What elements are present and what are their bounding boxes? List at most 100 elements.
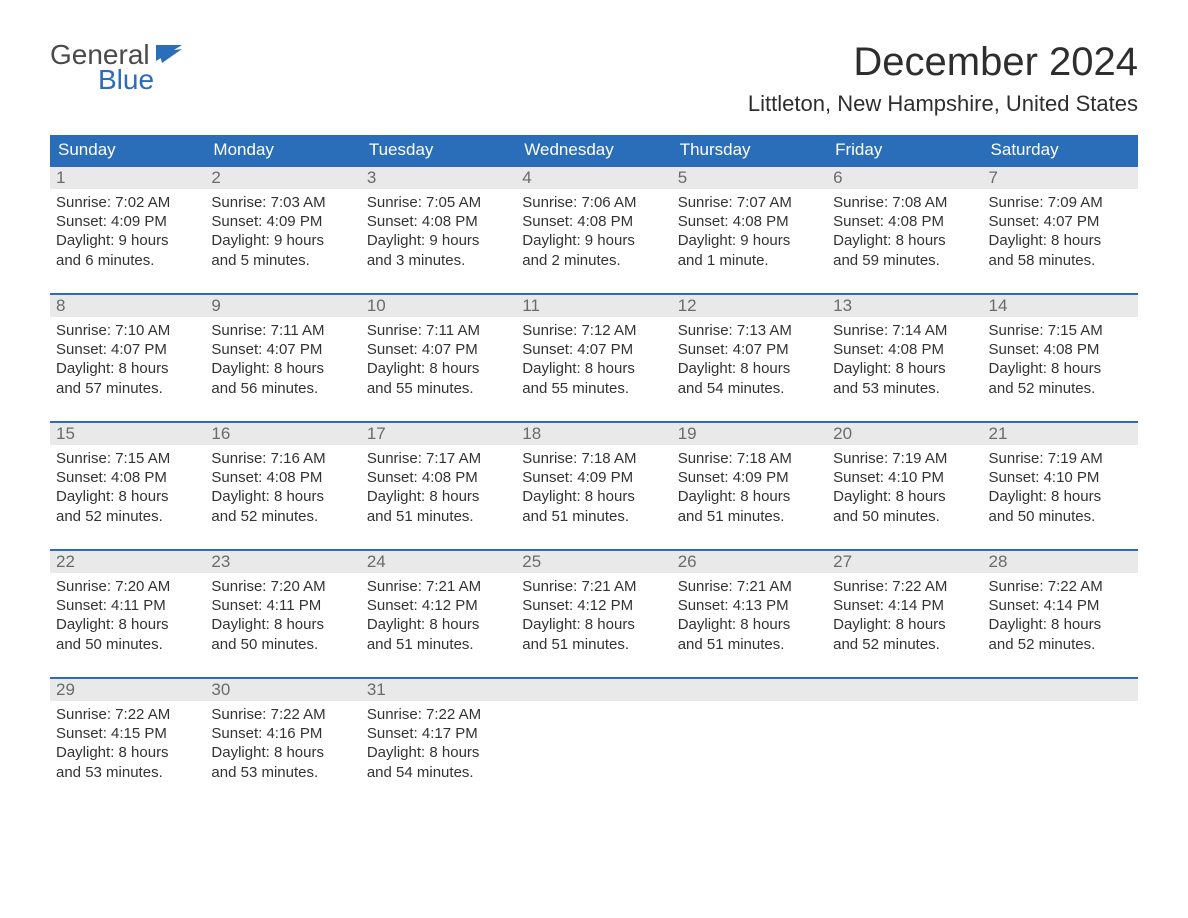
day-details: Sunrise: 7:21 AMSunset: 4:12 PMDaylight:… (361, 573, 516, 658)
day-number: 17 (361, 423, 516, 445)
sunset-text: Sunset: 4:16 PM (211, 724, 354, 743)
location-subtitle: Littleton, New Hampshire, United States (748, 91, 1138, 117)
daylight-line2: and 6 minutes. (56, 251, 199, 270)
day-number: 16 (205, 423, 360, 445)
sunrise-text: Sunrise: 7:06 AM (522, 193, 665, 212)
calendar-day-cell: 8Sunrise: 7:10 AMSunset: 4:07 PMDaylight… (50, 295, 205, 405)
day-number: 26 (672, 551, 827, 573)
daylight-line2: and 50 minutes. (989, 507, 1132, 526)
daylight-line1: Daylight: 8 hours (211, 359, 354, 378)
daylight-line2: and 51 minutes. (367, 507, 510, 526)
day-number: 7 (983, 167, 1138, 189)
daylight-line1: Daylight: 8 hours (989, 231, 1132, 250)
sunset-text: Sunset: 4:09 PM (678, 468, 821, 487)
day-number: 15 (50, 423, 205, 445)
sunrise-text: Sunrise: 7:16 AM (211, 449, 354, 468)
day-details: Sunrise: 7:05 AMSunset: 4:08 PMDaylight:… (361, 189, 516, 274)
daylight-line2: and 54 minutes. (367, 763, 510, 782)
daylight-line2: and 52 minutes. (56, 507, 199, 526)
weeks-container: 1Sunrise: 7:02 AMSunset: 4:09 PMDaylight… (50, 165, 1138, 789)
day-details: Sunrise: 7:09 AMSunset: 4:07 PMDaylight:… (983, 189, 1138, 274)
sunset-text: Sunset: 4:07 PM (989, 212, 1132, 231)
daylight-line2: and 53 minutes. (833, 379, 976, 398)
day-number: 21 (983, 423, 1138, 445)
day-number: 14 (983, 295, 1138, 317)
day-details: Sunrise: 7:20 AMSunset: 4:11 PMDaylight:… (205, 573, 360, 658)
daylight-line1: Daylight: 8 hours (367, 487, 510, 506)
day-number: 8 (50, 295, 205, 317)
sunrise-text: Sunrise: 7:20 AM (211, 577, 354, 596)
day-details: Sunrise: 7:20 AMSunset: 4:11 PMDaylight:… (50, 573, 205, 658)
calendar-day-cell: 20Sunrise: 7:19 AMSunset: 4:10 PMDayligh… (827, 423, 982, 533)
sunset-text: Sunset: 4:13 PM (678, 596, 821, 615)
daylight-line2: and 3 minutes. (367, 251, 510, 270)
calendar-day-cell: 15Sunrise: 7:15 AMSunset: 4:08 PMDayligh… (50, 423, 205, 533)
day-number: 18 (516, 423, 671, 445)
sunrise-text: Sunrise: 7:08 AM (833, 193, 976, 212)
daylight-line2: and 56 minutes. (211, 379, 354, 398)
day-details: Sunrise: 7:18 AMSunset: 4:09 PMDaylight:… (672, 445, 827, 530)
daylight-line2: and 53 minutes. (211, 763, 354, 782)
day-number: 22 (50, 551, 205, 573)
sunset-text: Sunset: 4:17 PM (367, 724, 510, 743)
daylight-line2: and 54 minutes. (678, 379, 821, 398)
sunrise-text: Sunrise: 7:07 AM (678, 193, 821, 212)
daylight-line1: Daylight: 8 hours (56, 743, 199, 762)
daylight-line1: Daylight: 8 hours (56, 487, 199, 506)
daylight-line1: Daylight: 8 hours (522, 359, 665, 378)
day-details: Sunrise: 7:03 AMSunset: 4:09 PMDaylight:… (205, 189, 360, 274)
day-details: Sunrise: 7:12 AMSunset: 4:07 PMDaylight:… (516, 317, 671, 402)
calendar-day-cell: 5Sunrise: 7:07 AMSunset: 4:08 PMDaylight… (672, 167, 827, 277)
daylight-line2: and 55 minutes. (367, 379, 510, 398)
weekday-label: Wednesday (516, 135, 671, 165)
sunset-text: Sunset: 4:10 PM (833, 468, 976, 487)
daylight-line2: and 5 minutes. (211, 251, 354, 270)
calendar-day-cell: 23Sunrise: 7:20 AMSunset: 4:11 PMDayligh… (205, 551, 360, 661)
day-details: Sunrise: 7:10 AMSunset: 4:07 PMDaylight:… (50, 317, 205, 402)
daylight-line1: Daylight: 8 hours (211, 615, 354, 634)
sunrise-text: Sunrise: 7:14 AM (833, 321, 976, 340)
daylight-line2: and 51 minutes. (367, 635, 510, 654)
sunset-text: Sunset: 4:08 PM (367, 468, 510, 487)
sunset-text: Sunset: 4:09 PM (56, 212, 199, 231)
calendar-day-cell: 14Sunrise: 7:15 AMSunset: 4:08 PMDayligh… (983, 295, 1138, 405)
sunrise-text: Sunrise: 7:15 AM (989, 321, 1132, 340)
daylight-line1: Daylight: 8 hours (678, 615, 821, 634)
day-number: 29 (50, 679, 205, 701)
sunrise-text: Sunrise: 7:09 AM (989, 193, 1132, 212)
day-number: 30 (205, 679, 360, 701)
sunrise-text: Sunrise: 7:18 AM (522, 449, 665, 468)
day-number: 1 (50, 167, 205, 189)
calendar-day-cell: 31Sunrise: 7:22 AMSunset: 4:17 PMDayligh… (361, 679, 516, 789)
daylight-line1: Daylight: 8 hours (989, 359, 1132, 378)
sunset-text: Sunset: 4:08 PM (56, 468, 199, 487)
sunset-text: Sunset: 4:12 PM (522, 596, 665, 615)
sunset-text: Sunset: 4:07 PM (678, 340, 821, 359)
calendar-day-cell (983, 679, 1138, 789)
calendar-week-row: 29Sunrise: 7:22 AMSunset: 4:15 PMDayligh… (50, 677, 1138, 789)
sunrise-text: Sunrise: 7:10 AM (56, 321, 199, 340)
day-details: Sunrise: 7:19 AMSunset: 4:10 PMDaylight:… (827, 445, 982, 530)
day-number: 19 (672, 423, 827, 445)
day-details: Sunrise: 7:15 AMSunset: 4:08 PMDaylight:… (983, 317, 1138, 402)
daylight-line1: Daylight: 9 hours (678, 231, 821, 250)
day-details: Sunrise: 7:11 AMSunset: 4:07 PMDaylight:… (205, 317, 360, 402)
day-number: 5 (672, 167, 827, 189)
day-details: Sunrise: 7:21 AMSunset: 4:13 PMDaylight:… (672, 573, 827, 658)
day-details: Sunrise: 7:22 AMSunset: 4:15 PMDaylight:… (50, 701, 205, 786)
day-number: 2 (205, 167, 360, 189)
daylight-line1: Daylight: 8 hours (833, 359, 976, 378)
day-details: Sunrise: 7:13 AMSunset: 4:07 PMDaylight:… (672, 317, 827, 402)
sunset-text: Sunset: 4:07 PM (367, 340, 510, 359)
calendar-day-cell: 1Sunrise: 7:02 AMSunset: 4:09 PMDaylight… (50, 167, 205, 277)
day-details: Sunrise: 7:17 AMSunset: 4:08 PMDaylight:… (361, 445, 516, 530)
sunrise-text: Sunrise: 7:02 AM (56, 193, 199, 212)
day-number: 11 (516, 295, 671, 317)
sunrise-text: Sunrise: 7:22 AM (989, 577, 1132, 596)
calendar-day-cell (827, 679, 982, 789)
day-details: Sunrise: 7:08 AMSunset: 4:08 PMDaylight:… (827, 189, 982, 274)
day-details: Sunrise: 7:22 AMSunset: 4:17 PMDaylight:… (361, 701, 516, 786)
weekday-header-row: Sunday Monday Tuesday Wednesday Thursday… (50, 135, 1138, 165)
day-number: 6 (827, 167, 982, 189)
calendar-week-row: 22Sunrise: 7:20 AMSunset: 4:11 PMDayligh… (50, 549, 1138, 661)
